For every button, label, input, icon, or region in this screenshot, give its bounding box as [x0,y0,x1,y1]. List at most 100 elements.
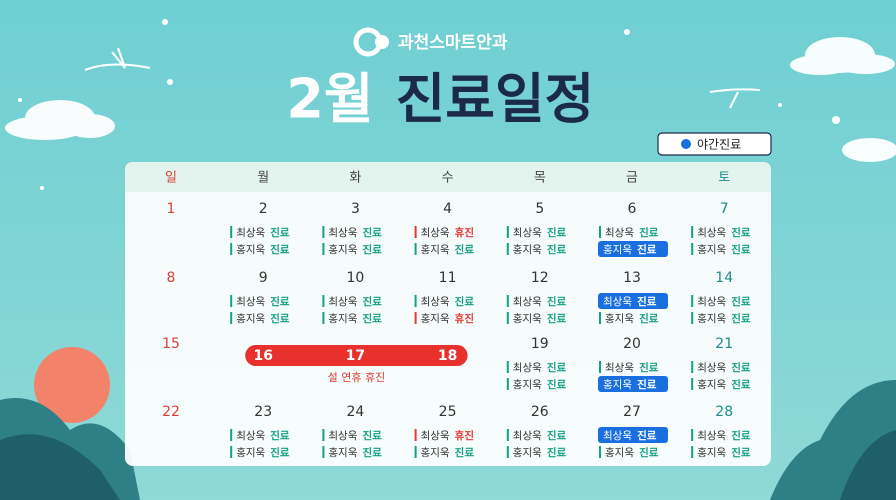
doctor-name: 최상욱 [697,362,726,374]
day-number: 26 [531,404,549,420]
status: 휴진 [455,226,474,239]
day-number: 5 [535,201,544,217]
status: 진료 [547,295,567,308]
doctor-name: 최상욱 [605,227,634,239]
entry: 최상욱 진료 [328,292,382,311]
day-number: 8 [167,270,176,286]
status: 진료 [731,226,751,239]
entry: 홍지욱 진료 [328,240,382,259]
entry-bar [599,361,601,373]
entry: 최상욱 휴진 [421,426,474,445]
entry-bar [599,226,601,238]
entry: 최상욱 진료 [236,426,290,445]
doctor-name: 최상욱 [697,430,726,442]
doctor-name: 홍지욱 [421,243,450,256]
night-badge [598,241,668,257]
entry: 최상욱 진료 [328,223,382,242]
status: 진료 [639,361,659,374]
entry: 홍지욱 진료 [697,309,751,328]
entry: 최상욱 휴진 [421,223,474,242]
entry: 홍지욱 진료 [603,240,657,259]
entry: 최상욱 진료 [603,292,657,311]
entry-bar [691,446,694,458]
day-number: 2 [259,201,268,217]
day-number: 3 [351,201,360,217]
doctor-name: 홍지욱 [513,446,542,459]
entry: 최상욱 진료 [697,426,751,445]
entry: 최상욱 진료 [421,292,475,311]
status: 진료 [362,226,382,239]
entry: 홍지욱 진료 [513,309,567,328]
doctor-name: 최상욱 [421,227,450,239]
entry: 홍지욱 진료 [236,443,290,462]
entry-bar [506,361,509,373]
status: 휴진 [455,312,474,325]
status: 진료 [731,243,751,256]
entry-bar [322,243,325,255]
entry-bar [230,295,233,307]
entry-bar [414,312,417,324]
entry: 최상욱 진료 [697,358,751,377]
doctor-name: 최상욱 [603,296,632,308]
status: 진료 [731,378,751,391]
weekday: 월 [257,171,269,186]
entry-bar [414,295,417,307]
entry-bar [230,446,233,458]
status: 진료 [731,361,751,374]
birds [84,47,761,109]
entry-bar [230,243,233,255]
entry: 최상욱 진료 [513,358,567,377]
mountain [840,430,896,500]
entry: 최상욱 진료 [236,223,290,242]
status: 진료 [547,446,567,459]
day-number: 15 [162,336,180,352]
legend-box [657,132,772,156]
entry-bar [230,226,233,238]
doctor-name: 홍지욱 [328,312,357,325]
doctor-name: 최상욱 [328,227,357,239]
day-number: 27 [623,404,641,420]
doctor-name: 홍지욱 [421,312,450,325]
status: 진료 [455,446,475,459]
doctor-name: 최상욱 [421,430,450,442]
entry: 홍지욱 진료 [605,443,659,462]
doctor-name: 홍지욱 [697,243,726,256]
status: 진료 [639,226,659,239]
doctor-name: 홍지욱 [236,446,265,459]
status: 진료 [270,312,290,325]
entry-bar [414,243,417,255]
entry: 홍지욱 진료 [513,375,567,394]
entry-bar [230,429,233,441]
status: 진료 [731,429,751,442]
entry: 홍지욱 진료 [421,240,475,259]
doctor-name: 홍지욱 [328,243,357,256]
day-number: 25 [439,404,457,420]
status: 진료 [547,429,567,442]
entry-bar [230,312,233,324]
entry: 홍지욱 휴진 [421,309,474,328]
day-number: 23 [254,404,272,420]
status: 진료 [547,243,567,256]
day-number: 6 [628,201,637,217]
status: 진료 [270,226,290,239]
doctor-name: 최상욱 [603,430,632,442]
status: 휴진 [455,429,474,442]
title-main: 진료일정 [396,68,595,131]
day-number: 12 [531,270,549,286]
doctor-name: 최상욱 [605,362,634,374]
sun [34,347,110,423]
day-number: 21 [715,336,733,352]
entry: 홍지욱 진료 [603,375,657,394]
mountain [0,434,120,500]
doctor-name: 홍지욱 [605,312,634,325]
doctor-name: 홍지욱 [513,312,542,325]
status: 진료 [731,312,751,325]
day-number: 13 [623,270,641,286]
doctor-name: 최상욱 [328,296,357,308]
status: 진료 [362,429,382,442]
stars [18,19,840,190]
holiday-date: 18 [438,348,457,364]
entry-bar [506,226,509,238]
doctor-name: 최상욱 [328,430,357,442]
